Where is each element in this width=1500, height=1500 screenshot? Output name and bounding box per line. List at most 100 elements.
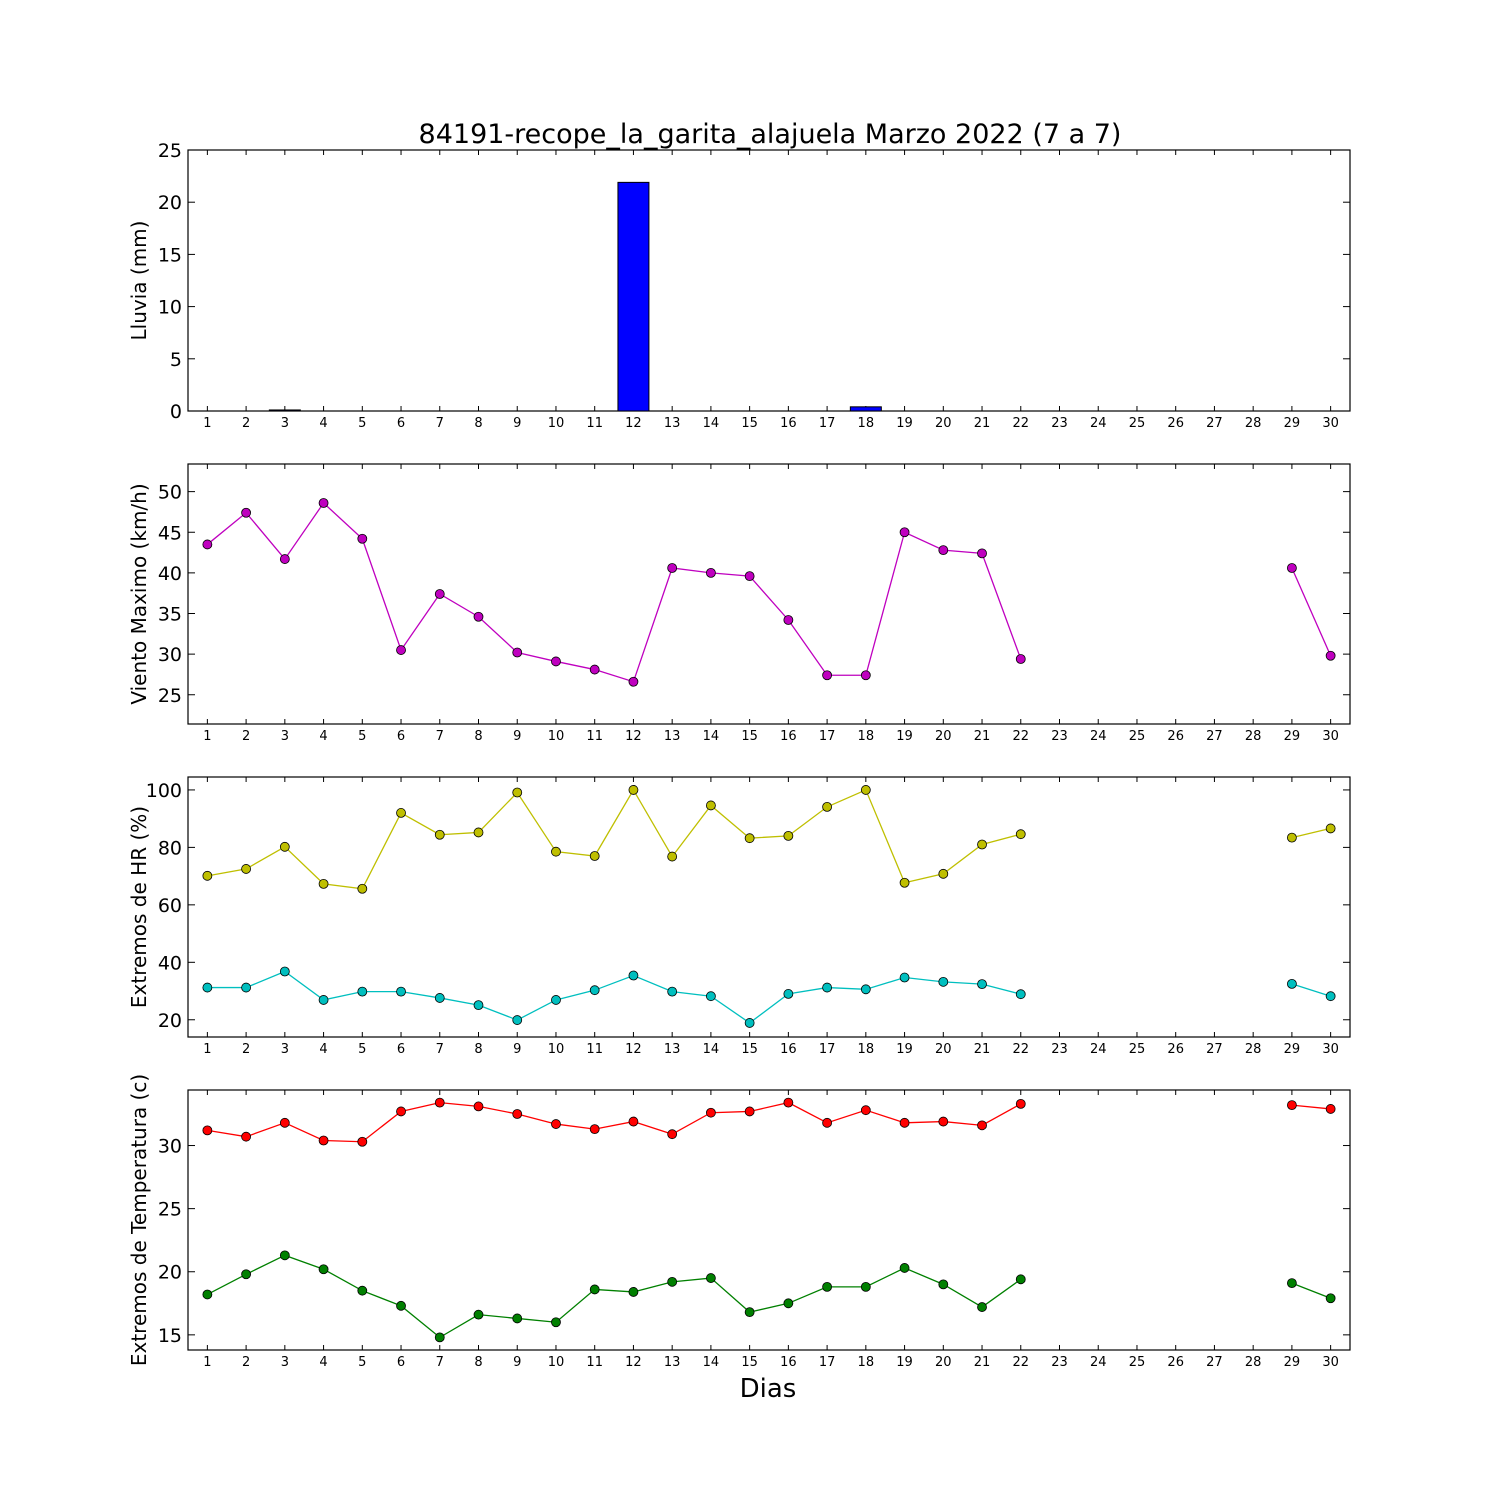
x-tick-label: 27 xyxy=(1206,416,1223,431)
series-2-point-day-13 xyxy=(667,986,678,997)
x-tick-label: 8 xyxy=(474,1042,482,1057)
series-1-point-day-18 xyxy=(860,785,871,795)
x-tick-label: 7 xyxy=(436,1042,444,1057)
series-2-line xyxy=(207,970,1021,1024)
y-tick-label: 25 xyxy=(158,685,182,707)
series-2-point-day-21 xyxy=(977,979,987,990)
y-tick-label: 25 xyxy=(158,140,182,162)
series-2-point-day-13 xyxy=(667,1276,678,1287)
series-2-point-day-15 xyxy=(744,1018,755,1028)
x-tick-label: 25 xyxy=(1129,1042,1146,1057)
x-tick-label: 1 xyxy=(203,1042,211,1057)
x-tick-label: 3 xyxy=(281,1042,289,1057)
x-tick-label: 14 xyxy=(703,416,720,431)
x-tick-label: 5 xyxy=(358,729,366,744)
series-1-point-day-15 xyxy=(744,1106,755,1117)
series-2-point-day-2 xyxy=(241,982,252,993)
series-2-point-day-20 xyxy=(938,1279,949,1290)
x-tick-label: 21 xyxy=(974,1042,991,1057)
series-1-point-day-8 xyxy=(473,611,484,622)
y-axis-label: Lluvia (mm) xyxy=(127,221,151,341)
x-tick-label: 23 xyxy=(1051,729,1068,744)
x-tick-label: 30 xyxy=(1322,1042,1339,1057)
x-tick-label: 1 xyxy=(203,1355,211,1370)
x-tick-label: 2 xyxy=(242,1042,250,1057)
x-tick-label: 9 xyxy=(513,1355,521,1370)
x-tick-label: 8 xyxy=(474,1355,482,1370)
x-tick-label: 15 xyxy=(741,1042,758,1057)
x-tick-label: 12 xyxy=(625,1042,642,1057)
series-1-point-day-30 xyxy=(1325,650,1336,661)
series-2-point-day-7 xyxy=(434,1332,445,1343)
x-tick-label: 7 xyxy=(436,416,444,431)
series-1-point-day-11 xyxy=(589,664,600,675)
y-tick-label: 50 xyxy=(158,482,182,504)
x-tick-label: 14 xyxy=(703,1042,720,1057)
series-1-point-day-7 xyxy=(434,1097,445,1108)
x-tick-label: 7 xyxy=(436,729,444,744)
x-tick-label: 2 xyxy=(242,729,250,744)
series-2-point-day-19 xyxy=(899,972,910,983)
series-2-point-day-17 xyxy=(822,982,832,993)
x-tick-label: 14 xyxy=(703,1355,720,1370)
x-tick-label: 4 xyxy=(319,1042,327,1057)
series-1-line xyxy=(1291,1104,1331,1110)
series-1-point-day-17 xyxy=(822,1117,832,1128)
x-tick-label: 25 xyxy=(1129,416,1146,431)
x-tick-label: 21 xyxy=(974,416,991,431)
x-tick-label: 22 xyxy=(1012,1042,1029,1057)
x-tick-label: 19 xyxy=(896,416,913,431)
series-2-point-day-29 xyxy=(1287,1278,1297,1289)
x-tick-label: 30 xyxy=(1322,729,1339,744)
series-1-point-day-13 xyxy=(667,851,678,862)
bar-day-3 xyxy=(268,409,301,411)
x-tick-label: 15 xyxy=(741,729,758,744)
series-1-line xyxy=(207,788,1021,890)
plot-area-frame xyxy=(187,1089,1351,1351)
series-2-point-day-30 xyxy=(1325,991,1336,1002)
series-1-point-day-4 xyxy=(318,498,329,508)
series-2-point-day-21 xyxy=(977,1302,987,1312)
series-1-point-day-20 xyxy=(938,1116,949,1127)
series-2-point-day-3 xyxy=(279,966,290,977)
series-1-point-day-22 xyxy=(1015,654,1026,664)
x-tick-label: 12 xyxy=(625,729,642,744)
x-tick-label: 6 xyxy=(397,416,405,431)
x-tick-label: 13 xyxy=(664,416,681,431)
x-tick-label: 17 xyxy=(819,1355,836,1370)
x-axis-label: Dias xyxy=(740,1374,797,1404)
series-1-point-day-8 xyxy=(473,1101,484,1112)
series-2-point-day-17 xyxy=(822,1281,832,1292)
x-tick-label: 3 xyxy=(281,1355,289,1370)
x-tick-label: 10 xyxy=(548,1355,565,1370)
plot-area-frame xyxy=(187,463,1351,725)
x-tick-label: 10 xyxy=(548,1042,565,1057)
series-1-line xyxy=(1291,827,1331,839)
x-tick-label: 2 xyxy=(242,1355,250,1370)
series-1-line xyxy=(1291,567,1332,657)
series-1-point-day-10 xyxy=(551,846,561,857)
x-tick-label: 25 xyxy=(1129,1355,1146,1370)
x-tick-label: 14 xyxy=(703,729,720,744)
x-tick-label: 21 xyxy=(974,729,991,744)
x-tick-label: 4 xyxy=(319,416,327,431)
x-tick-label: 25 xyxy=(1129,729,1146,744)
bar-day-12 xyxy=(617,181,650,411)
series-2-point-day-4 xyxy=(318,995,329,1005)
x-tick-label: 13 xyxy=(664,729,681,744)
x-tick-label: 23 xyxy=(1051,416,1068,431)
x-tick-label: 26 xyxy=(1167,416,1184,431)
x-tick-label: 1 xyxy=(203,416,211,431)
series-2-point-day-3 xyxy=(279,1250,290,1261)
chart-title: 84191-recope_la_garita_alajuela Marzo 20… xyxy=(419,119,1122,150)
series-2-point-day-9 xyxy=(512,1015,523,1025)
x-tick-label: 8 xyxy=(474,416,482,431)
series-1-point-day-10 xyxy=(551,1119,561,1129)
x-tick-label: 20 xyxy=(935,416,952,431)
y-tick-label: 40 xyxy=(158,563,182,585)
series-1-point-day-3 xyxy=(279,1117,290,1128)
y-tick-label: 40 xyxy=(158,952,182,974)
series-1-point-day-6 xyxy=(396,808,406,818)
series-1-point-day-3 xyxy=(279,841,290,852)
y-tick-label: 5 xyxy=(170,349,182,371)
